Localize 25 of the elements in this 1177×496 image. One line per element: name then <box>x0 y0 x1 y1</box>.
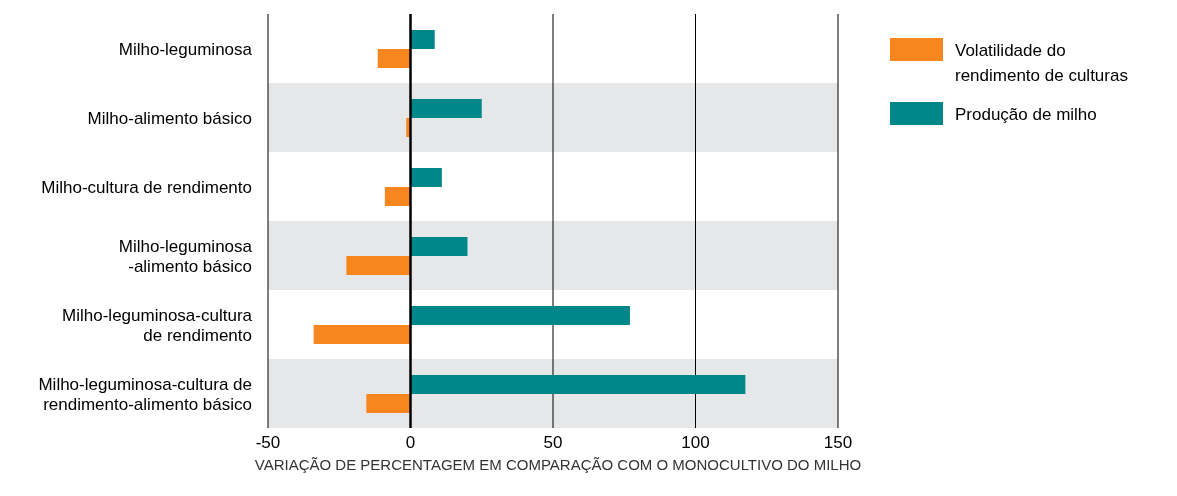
legend-label: Produção de milho <box>955 104 1098 126</box>
bar <box>410 237 468 256</box>
bar <box>410 30 435 49</box>
y-tick-label: Milho-leguminosa <box>118 39 253 59</box>
y-tick-label: Milho-leguminosa-cultura de rendimento <box>62 305 253 345</box>
bar <box>410 375 746 394</box>
bar <box>377 49 411 68</box>
x-tick-label: 0 <box>405 433 416 453</box>
x-tick-label: 100 <box>681 433 710 453</box>
legend-label: Volatilidade do rendimento de culturas <box>955 40 1129 87</box>
x-tick-label: 50 <box>543 433 563 453</box>
x-tick-label: 150 <box>823 433 853 453</box>
bar <box>366 394 411 413</box>
y-tick-label: Milho-alimento básico <box>87 108 252 128</box>
bar <box>410 99 482 118</box>
x-axis-title: VARIAÇÃO DE PERCENTAGEM EM COMPARAÇÃO COM O MONOCULTIVO DO MILHO <box>253 456 863 473</box>
bar <box>410 306 630 325</box>
bar <box>346 256 411 275</box>
y-tick-label: Milho-leguminosa -alimento básico <box>118 236 253 276</box>
y-tick-label: Milho-cultura de rendimento <box>41 177 252 197</box>
bar <box>313 325 411 344</box>
bar <box>410 168 442 187</box>
x-tick-label: -50 <box>255 433 281 453</box>
y-tick-label: Milho-leguminosa-cultura de rendimento-alimento básico <box>38 374 252 414</box>
bar <box>384 187 411 206</box>
